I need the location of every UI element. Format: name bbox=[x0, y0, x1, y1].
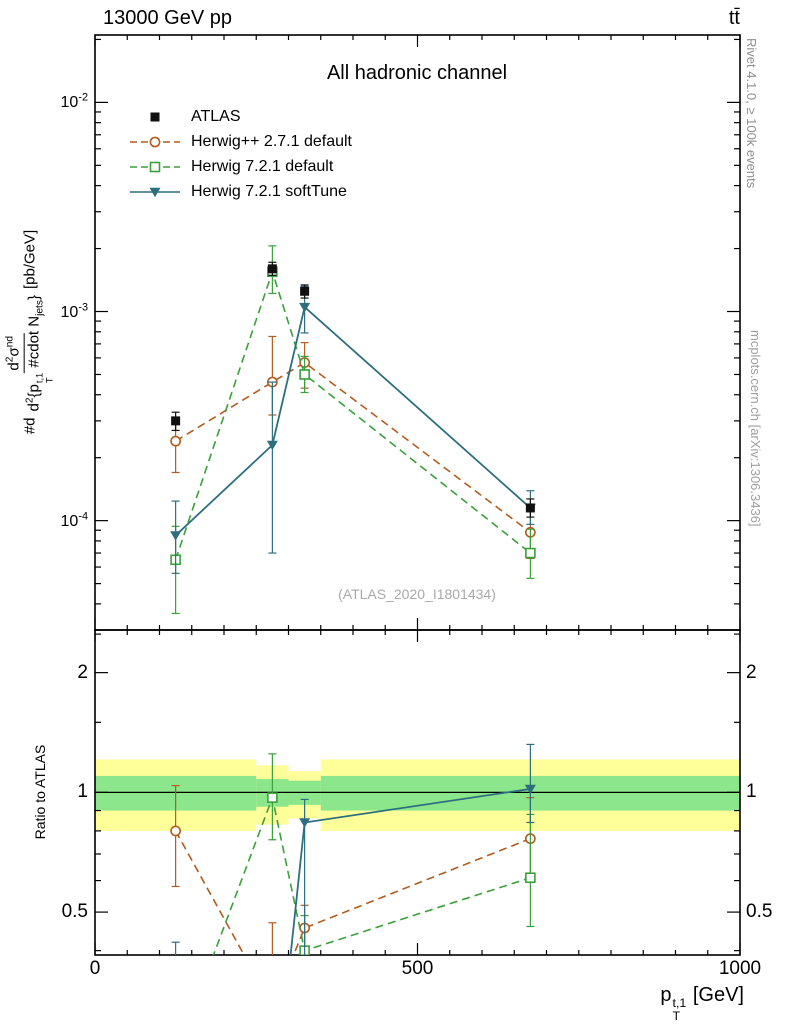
ratio-tick-label-left: 2 bbox=[77, 661, 88, 683]
legend-item-herwig-2-7-1-default: Herwig++ 2.7.1 default bbox=[128, 129, 352, 154]
y-label-prefix: #d bbox=[21, 417, 39, 435]
series-main-herwig-2-7-1-default bbox=[170, 335, 536, 559]
y-label-unit: [pb/GeV] bbox=[21, 229, 39, 290]
series-main-herwig-7-2-1-softtune bbox=[170, 285, 536, 574]
rivet-version-label: Rivet 4.1.0, ≥ 100k events bbox=[744, 38, 759, 189]
beam-energy-label: 13000 GeV pp bbox=[103, 7, 232, 29]
legend-marker-herwig-2-7-1-default bbox=[130, 136, 180, 147]
x-tick-label: 500 bbox=[401, 958, 434, 979]
legend-marker-herwig-7-2-1-default bbox=[130, 161, 180, 172]
series-main-herwig-7-2-1-default bbox=[170, 245, 536, 615]
x-axis-label: p t,1 T [GeV] bbox=[660, 984, 744, 1023]
legend: ATLAS Herwig++ 2.7.1 default Herwig 7.2.1 … bbox=[128, 104, 352, 204]
ratio-tick-label-right: 1 bbox=[746, 781, 757, 803]
y-label-fraction: d2σnd d2{p t,1 T #cdot Njets} bbox=[4, 295, 56, 412]
chart-title: All hadronic channel bbox=[326, 62, 508, 84]
legend-item-herwig-7-2-1-default: Herwig 7.2.1 default bbox=[128, 154, 352, 179]
legend-marker-herwig-7-2-1-softtune bbox=[130, 187, 180, 197]
y-axis-label: #d d2σnd d2{p t,1 T #cdot Njets} [pb/GeV] bbox=[4, 229, 56, 435]
legend-item-atlas: ATLAS bbox=[128, 104, 352, 129]
legend-item-herwig-7-2-1-softtune: Herwig 7.2.1 softTune bbox=[128, 179, 352, 204]
y-tick-label: 10-4 bbox=[60, 510, 88, 530]
legend-label: ATLAS bbox=[191, 107, 241, 125]
series-ratio-herwig-7-2-1-softtune bbox=[171, 743, 536, 955]
process-label: tt̄ bbox=[728, 7, 740, 29]
legend-marker-atlas bbox=[150, 112, 160, 121]
ratio-axis-label: Ratio to ATLAS bbox=[32, 744, 48, 840]
mcplots-credit-label: mcplots.cern.ch [arXiv:1306.3436] bbox=[748, 330, 763, 527]
legend-label: Herwig 7.2.1 softTune bbox=[191, 182, 347, 200]
ratio-tick-label-left: 0.5 bbox=[61, 901, 88, 923]
ratio-bands bbox=[95, 759, 740, 831]
analysis-watermark: (ATLAS_2020_I1801434) bbox=[338, 586, 496, 602]
ratio-tick-label-right: 0.5 bbox=[746, 901, 773, 923]
ratio-tick-label-left: 1 bbox=[77, 781, 88, 803]
y-tick-label: 10-2 bbox=[60, 91, 88, 112]
legend-label: Herwig 7.2.1 default bbox=[191, 157, 334, 175]
x-tick-label: 0 bbox=[89, 958, 101, 979]
y-label-numerator: d2σnd bbox=[4, 332, 25, 374]
ratio-panel-frame bbox=[94, 629, 741, 956]
y-label-denominator: d2{p t,1 T #cdot Njets} bbox=[24, 295, 55, 412]
ratio-tick-label-right: 2 bbox=[746, 661, 757, 683]
axis-ticks bbox=[94, 35, 741, 955]
x-tick-label: 1000 bbox=[718, 958, 762, 979]
y-tick-label: 10-3 bbox=[60, 300, 88, 321]
series-main-atlas bbox=[171, 261, 535, 518]
legend-label: Herwig++ 2.7.1 default bbox=[191, 132, 352, 150]
